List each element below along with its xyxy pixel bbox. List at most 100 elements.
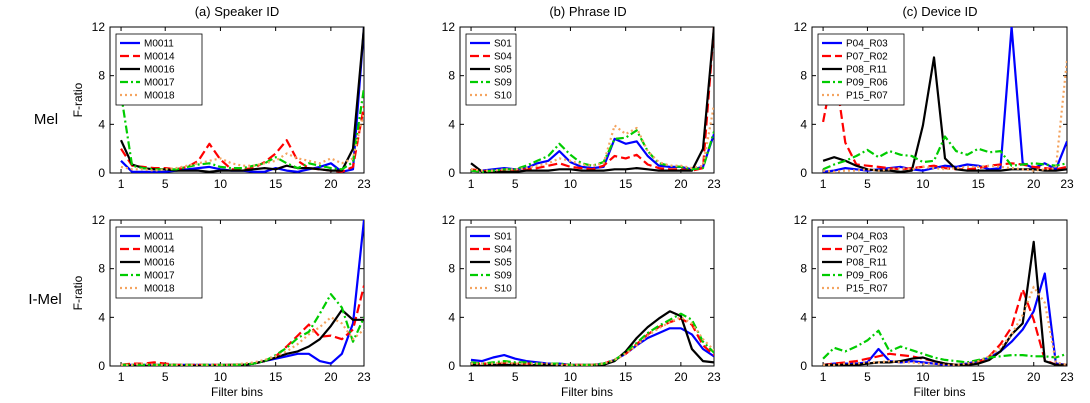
x-tick-label: 5 [162,177,169,191]
x-tick-label: 10 [564,370,578,384]
y-tick-label: 12 [794,20,808,34]
y-tick-label: 12 [92,20,106,34]
legend-label-m0018: M0018 [144,284,175,295]
series-line-s05 [470,310,714,366]
y-tick-label: 12 [92,213,106,227]
x-tick-label: 10 [214,177,228,191]
y-tick-label: 0 [448,166,455,180]
y-tick-label: 8 [98,69,105,83]
series-line-p09-r06 [822,135,1067,171]
x-tick-label: 10 [214,370,228,384]
legend-label-s09: S09 [494,271,512,282]
x-tick-label: 15 [972,177,986,191]
series-line-s10 [470,104,714,172]
column-title-device-id: (c) Device ID [902,4,977,19]
series-line-s04 [470,27,714,173]
legend-label-m0011: M0011 [144,232,174,243]
y-tick-label: 4 [98,117,105,131]
y-tick-label: 4 [448,117,455,131]
series-line-p08-r11 [822,56,1067,173]
y-tick-label: 0 [98,359,105,373]
x-tick-label: 23 [707,370,721,384]
legend-label-m0011: M0011 [144,39,174,50]
axes-box [459,26,715,174]
legend-label-p04-r03: P04_R03 [846,39,888,50]
legend-label-m0018: M0018 [144,91,175,102]
x-tick-label: 20 [1027,177,1041,191]
legend-label-s01: S01 [494,39,512,50]
y-tick-label: 4 [800,310,807,324]
axes-box [109,26,365,174]
row-label-i-mel: I-Mel [28,291,61,308]
x-tick-label: 15 [619,177,633,191]
y-tick-label: 8 [800,69,807,83]
column-title-phrase-id: (b) Phrase ID [549,4,626,19]
legend-label-s04: S04 [494,52,512,63]
x-tick-label: 5 [512,177,519,191]
legend: P04_R03 P07_R02 P08_R11 P09_R06 P15_R07 [817,33,905,106]
y-axis-title: F-ratio [71,275,85,310]
column-title-speaker-id: (a) Speaker ID [195,4,280,19]
series-line-p15-r07 [822,59,1067,173]
legend: M0011 M0014 M0016 M0017 M0018 [115,33,203,106]
legend-label-p15-r07: P15_R07 [846,91,888,102]
x-tick-label: 20 [674,177,688,191]
series-line-p08-r11 [823,240,1067,366]
y-tick-label: 4 [800,117,807,131]
legend: P04_R03 P07_R02 P08_R11 P09_R06 P15_R07 [817,226,905,299]
legend: S01 S04 S05 S09 S10 [465,226,517,299]
x-tick-label: 1 [468,370,475,384]
legend-label-p07-r02: P07_R02 [846,245,888,256]
y-tick-label: 0 [448,359,455,373]
legend-label-s05: S05 [494,65,512,76]
x-tick-label: 23 [1060,370,1074,384]
series-group [119,27,364,173]
legend-label-p08-r11: P08_R11 [846,258,887,269]
legend-label-m0016: M0016 [144,258,175,269]
series-line-m0014 [120,105,364,173]
x-axis-title: Filter bins [211,385,263,399]
y-tick-label: 4 [448,310,455,324]
x-tick-label: 20 [324,177,338,191]
x-tick-label: 15 [269,370,283,384]
x-tick-label: 1 [118,370,125,384]
legend-label-s04: S04 [494,245,512,256]
x-tick-label: 10 [916,370,930,384]
legend-label-s10: S10 [494,284,512,295]
series-group [120,220,364,366]
row-label-mel: Mel [34,111,58,128]
legend: M0011 M0014 M0016 M0017 M0018 [115,226,203,299]
x-tick-label: 5 [512,370,519,384]
series-line-s10 [471,316,714,366]
x-tick-label: 23 [357,370,371,384]
x-tick-label: 23 [357,177,371,191]
y-tick-label: 0 [98,166,105,180]
series-line-s01 [471,133,714,172]
x-tick-label: 20 [324,370,338,384]
axes-box [109,219,365,367]
x-axis-title: Filter bins [561,385,613,399]
legend-label-m0014: M0014 [144,52,175,63]
x-tick-label: 5 [864,370,871,384]
x-tick-label: 1 [118,177,125,191]
y-tick-label: 8 [448,69,455,83]
y-tick-label: 4 [98,310,105,324]
y-axis-title: F-ratio [71,82,85,117]
series-line-m0016 [121,308,364,366]
series-line-m0018 [121,316,364,366]
legend-label-s10: S10 [494,91,512,102]
legend-label-p09-r06: P09_R06 [846,78,888,89]
legend-label-p09-r06: P09_R06 [846,271,888,282]
legend-label-s01: S01 [494,232,512,243]
y-tick-label: 12 [442,20,456,34]
legend-label-s09: S09 [494,78,512,89]
series-group [470,27,714,173]
series-line-p09-r06 [822,329,1067,364]
